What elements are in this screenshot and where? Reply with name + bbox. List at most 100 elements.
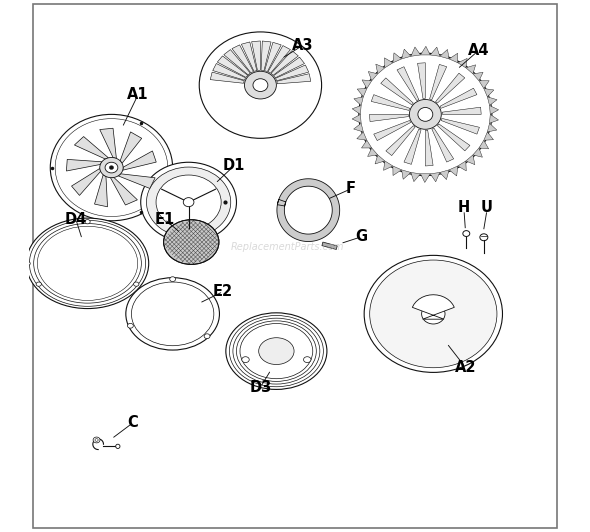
Polygon shape [441,119,480,134]
Polygon shape [473,148,483,157]
Text: A2: A2 [454,360,476,375]
Polygon shape [425,130,433,166]
Polygon shape [274,57,304,78]
Polygon shape [411,47,421,56]
Ellipse shape [237,321,316,381]
Polygon shape [397,66,419,101]
Polygon shape [261,41,271,71]
Polygon shape [430,64,447,99]
Polygon shape [241,42,257,71]
Polygon shape [384,161,393,170]
Text: E2: E2 [213,284,233,299]
Polygon shape [421,174,430,182]
Text: U: U [480,200,493,215]
Polygon shape [381,78,414,105]
Polygon shape [120,132,142,163]
Polygon shape [490,105,499,114]
Polygon shape [368,71,378,81]
Ellipse shape [37,226,137,301]
Polygon shape [123,151,156,170]
Ellipse shape [27,218,149,309]
Ellipse shape [30,220,146,306]
Polygon shape [322,242,337,250]
Polygon shape [74,137,109,159]
Polygon shape [490,114,499,123]
Polygon shape [277,74,311,84]
Polygon shape [458,59,467,68]
Text: D4: D4 [65,212,87,227]
Ellipse shape [204,334,210,338]
Ellipse shape [233,318,320,384]
Ellipse shape [133,282,139,286]
Polygon shape [213,63,245,80]
Polygon shape [352,105,361,114]
Text: A3: A3 [292,38,314,53]
Polygon shape [411,172,421,181]
Text: H: H [458,200,470,215]
Polygon shape [487,97,497,105]
Polygon shape [375,155,385,164]
Polygon shape [268,46,290,73]
Polygon shape [352,114,361,123]
Polygon shape [353,123,363,132]
Polygon shape [357,132,367,140]
Text: ReplacementParts.com: ReplacementParts.com [230,243,344,252]
Ellipse shape [422,304,445,324]
Polygon shape [252,41,260,70]
Ellipse shape [480,234,488,240]
Polygon shape [440,88,477,109]
Polygon shape [224,49,250,75]
Ellipse shape [253,79,268,92]
Polygon shape [362,140,372,148]
Polygon shape [430,172,440,182]
Ellipse shape [359,53,492,176]
Polygon shape [386,126,415,155]
Polygon shape [402,49,411,59]
Polygon shape [479,81,489,88]
Polygon shape [276,65,309,81]
Polygon shape [442,107,481,114]
Ellipse shape [418,107,433,121]
Text: D3: D3 [250,380,271,395]
Polygon shape [484,132,493,140]
Ellipse shape [116,444,120,448]
Ellipse shape [230,315,323,387]
Ellipse shape [409,99,441,129]
Ellipse shape [55,119,168,217]
Ellipse shape [50,114,173,221]
Polygon shape [466,65,476,74]
Polygon shape [376,64,385,74]
Ellipse shape [85,220,90,224]
Text: A4: A4 [468,43,489,58]
Polygon shape [210,72,244,84]
Polygon shape [484,88,494,97]
Polygon shape [404,129,421,164]
Polygon shape [357,88,367,97]
Ellipse shape [34,223,142,303]
Ellipse shape [240,323,313,379]
Ellipse shape [105,162,118,173]
Polygon shape [487,123,497,132]
Polygon shape [385,58,393,68]
Polygon shape [94,174,107,207]
Ellipse shape [100,157,123,178]
Ellipse shape [244,71,276,99]
Text: G: G [355,229,368,244]
Ellipse shape [109,166,114,169]
Polygon shape [277,179,340,242]
Polygon shape [421,46,430,55]
Ellipse shape [364,255,503,372]
Polygon shape [110,178,137,205]
Polygon shape [393,166,402,176]
Text: D1: D1 [222,159,245,173]
Ellipse shape [156,175,221,229]
Ellipse shape [36,282,41,286]
Polygon shape [449,53,458,63]
Polygon shape [232,45,254,73]
Ellipse shape [132,282,214,346]
Ellipse shape [141,162,237,242]
Ellipse shape [126,278,219,350]
Polygon shape [393,53,402,63]
Text: F: F [346,181,356,196]
Polygon shape [412,295,454,319]
